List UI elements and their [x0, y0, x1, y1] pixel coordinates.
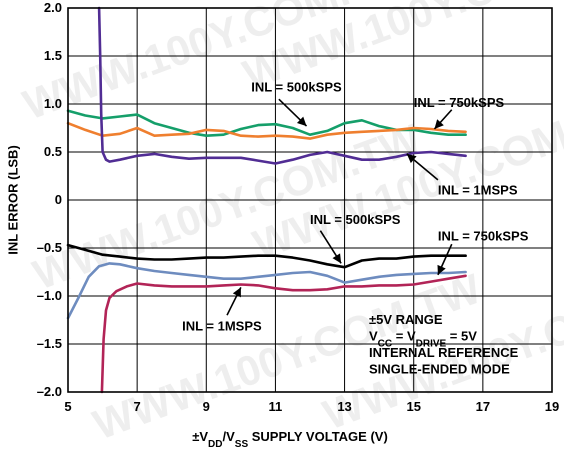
y-tick-label: –2.0	[37, 384, 62, 399]
x-tick-label: 13	[337, 399, 351, 414]
info-info-mode: SINGLE-ENDED MODE	[369, 362, 510, 377]
annotations: INL = 500kSPS INL = 750kSPS INL = 1MSPS INL…	[182, 80, 529, 334]
label-text: = V	[392, 329, 416, 344]
subscript-text: DD	[208, 439, 222, 450]
annotation-arrowhead	[232, 287, 241, 298]
annotation-arrowhead	[406, 153, 417, 164]
plot-frame	[67, 7, 553, 393]
annotation-lbl-neg-1m: INL = 1MSPS	[182, 319, 262, 334]
series-line-neg-750k	[66, 262, 467, 320]
subscript-text: DRIVE	[416, 338, 447, 349]
annotation-lbl-neg-750k: INL = 750kSPS	[438, 228, 529, 243]
y-tick-label: 0	[55, 192, 62, 207]
label-text: = 5V	[446, 329, 477, 344]
y-tick-label: –1.0	[37, 288, 62, 303]
x-tick-label: 17	[476, 399, 490, 414]
annotation-lbl-neg-500k: INL = 500kSPS	[310, 212, 401, 227]
info-info-reference: INTERNAL REFERENCE	[369, 345, 519, 360]
y-tick-label: 1.0	[44, 96, 62, 111]
x-tick-label: 5	[64, 399, 71, 414]
annotation-arrowhead	[437, 264, 446, 275]
annotation-lbl-pos-500k: INL = 500kSPS	[251, 80, 342, 95]
annotation-arrowhead	[296, 116, 307, 127]
x-axis-title: ±VDD/VSS SUPPLY VOLTAGE (V)	[192, 429, 388, 450]
y-tick-label: –0.5	[37, 240, 62, 255]
tick-labels: 5 7 9 11 13 15 17 19 –2.0 –1.5 –1.0 –0.5 0 0.5 1.0 1.5 2…	[37, 0, 560, 414]
y-tick-label: 2.0	[44, 0, 62, 15]
label-text: ±5V RANGE	[369, 312, 443, 327]
label-text: V	[369, 329, 378, 344]
label-text: SUPPLY VOLTAGE (V)	[248, 429, 388, 444]
label-text: ±V	[192, 429, 208, 444]
label-text: /V	[222, 429, 235, 444]
info-info-supply: VCC = VDRIVE = 5V	[369, 329, 477, 350]
x-tick-label: 15	[406, 399, 420, 414]
series-line-neg-500k	[66, 243, 467, 269]
label-text: SINGLE-ENDED MODE	[369, 362, 510, 377]
y-tick-label: –1.5	[37, 336, 62, 351]
series-layer	[66, 6, 467, 394]
series-line-neg-1m	[100, 274, 467, 394]
info-info-range: ±5V RANGE	[369, 312, 443, 327]
annotation-lbl-pos-1m: INL = 1MSPS	[438, 182, 518, 197]
series-line-pos-1m	[97, 6, 467, 165]
series-line-pos-750k	[66, 121, 467, 140]
label-text: INTERNAL REFERENCE	[369, 345, 519, 360]
x-tick-label: 11	[269, 399, 283, 414]
annotation-arrowhead	[332, 253, 342, 264]
watermark-layer: WWW.100Y.COM.TWWWW.100Y.COM.TWWWW.100Y.C…	[17, 0, 564, 448]
annotation-lbl-pos-750k: INL = 750kSPS	[414, 95, 505, 110]
y-axis-title: INL ERROR (LSB)	[5, 145, 20, 255]
annotation-arrowhead	[434, 119, 444, 129]
x-tick-label: 7	[134, 399, 141, 414]
y-tick-label: 0.5	[44, 144, 62, 159]
x-tick-label: 19	[545, 399, 559, 414]
y-tick-label: 1.5	[44, 48, 62, 63]
x-tick-label: 9	[203, 399, 210, 414]
subscript-text: CC	[378, 338, 392, 349]
subscript-text: SS	[235, 439, 249, 450]
